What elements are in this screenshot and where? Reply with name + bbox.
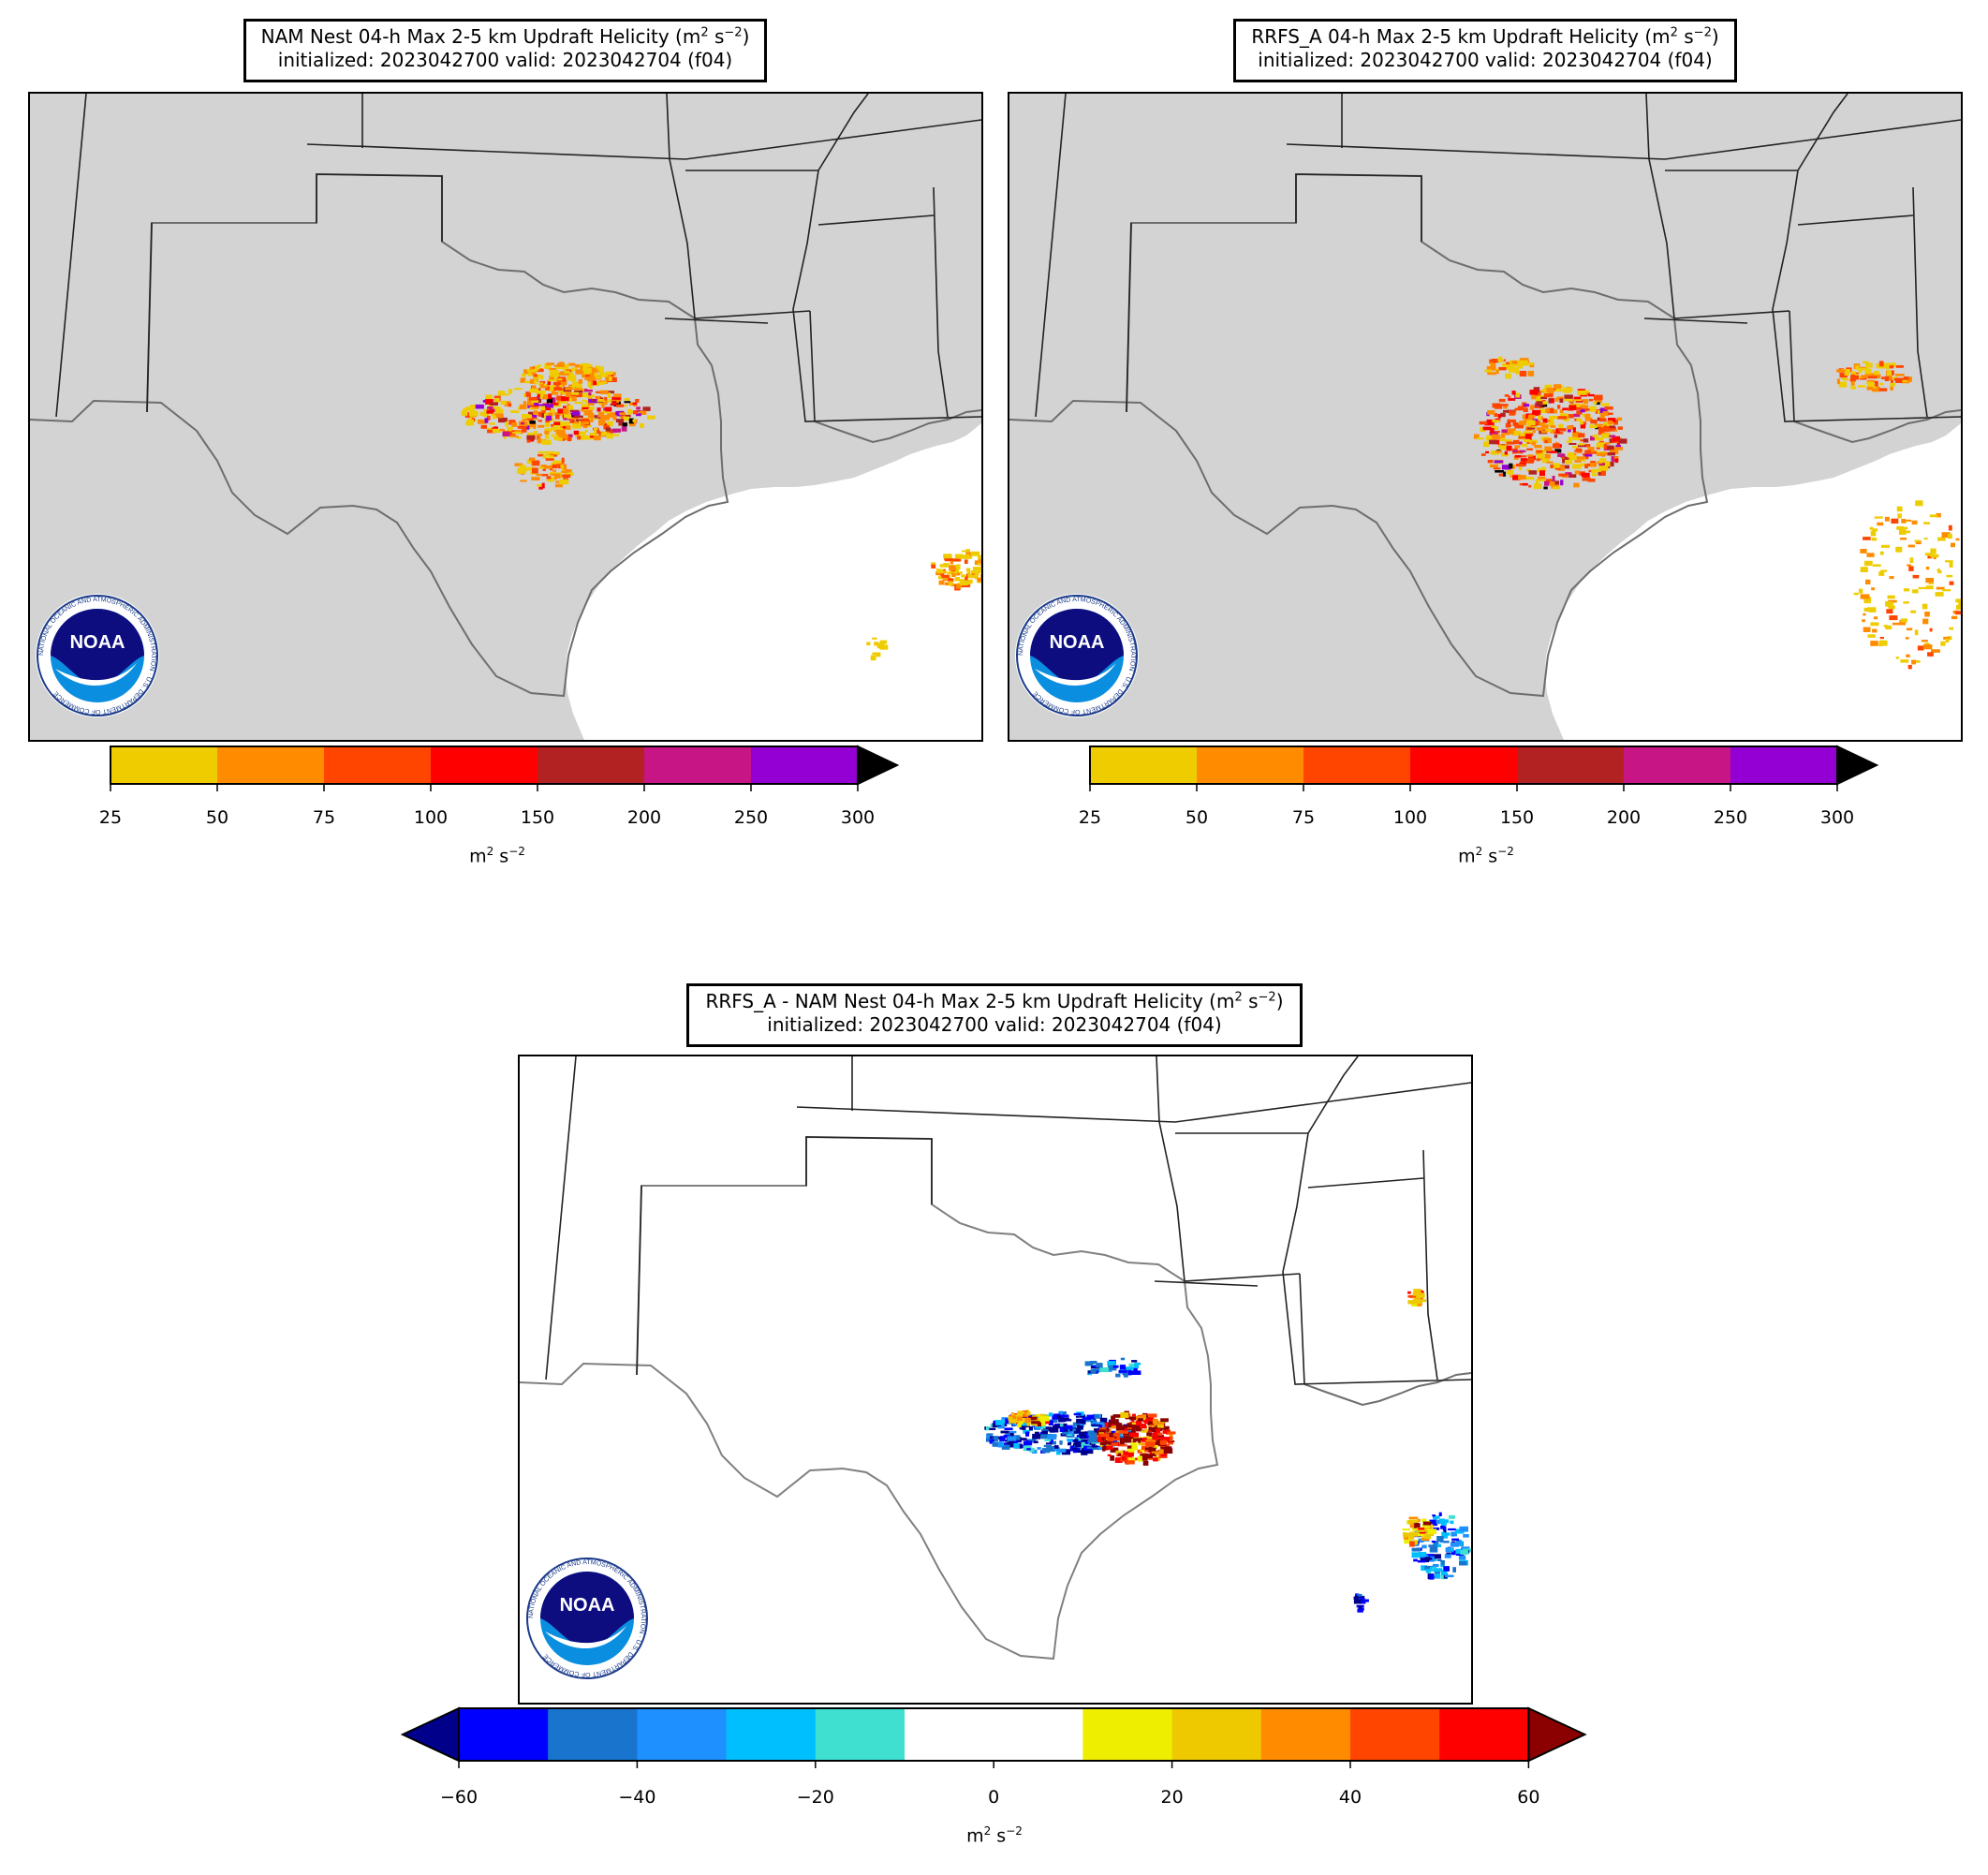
- colorbar-tick-label: 50: [205, 807, 229, 828]
- colorbar-segment: [110, 746, 217, 784]
- colorbar-tick-label: −40: [618, 1787, 656, 1808]
- diff-map: NOAA NATIONAL OCEANIC AND ATMOSPHERIC ADM…: [518, 1055, 1473, 1705]
- colorbar-tick-label: 100: [413, 807, 449, 828]
- colorbar-segment: [1090, 746, 1197, 784]
- colorbar-segment: [459, 1708, 549, 1761]
- colorbar-segment: [1624, 746, 1730, 784]
- colorbar-segment: [1517, 746, 1624, 784]
- colorbar-segment: [644, 746, 751, 784]
- diff-colorbar: [400, 1706, 1587, 1768]
- colorbar-tick-label: 300: [840, 807, 876, 828]
- nam-map: NOAA NATIONAL OCEANIC AND ATMOSPHERIC ADM…: [28, 92, 983, 742]
- colorbar-segment: [751, 746, 858, 784]
- colorbar-extend-low-arrow: [400, 1706, 460, 1763]
- colorbar-tick-label: 75: [312, 807, 336, 828]
- colorbar-segment: [537, 746, 644, 784]
- nam-colorbar: [110, 745, 900, 791]
- colorbar-segment: [1082, 1708, 1173, 1761]
- colorbar-tick-label: 40: [1338, 1787, 1362, 1808]
- colorbar-extend-arrow: [1836, 745, 1879, 786]
- colorbar-tick-label: 20: [1160, 1787, 1184, 1808]
- colorbar-tick-label: 75: [1291, 807, 1316, 828]
- diff-title: RRFS_A - NAM Nest 04-h Max 2-5 km Updraf…: [686, 983, 1303, 1047]
- diff-colorbar-unit: m2 s−2: [966, 1824, 1023, 1847]
- colorbar-tick-label: 25: [98, 807, 123, 828]
- colorbar-segment: [1350, 1708, 1440, 1761]
- svg-text:NOAA: NOAA: [70, 632, 125, 653]
- colorbar-tick-label: −20: [796, 1787, 834, 1808]
- colorbar-segment: [815, 1708, 906, 1761]
- nam-title: NAM Nest 04-h Max 2-5 km Updraft Helicit…: [243, 19, 767, 82]
- colorbar-tick-label: 60: [1517, 1787, 1540, 1808]
- colorbar-extend-high-arrow: [1527, 1706, 1587, 1763]
- rrfs-colorbar: [1089, 745, 1879, 791]
- colorbar-segment: [1197, 746, 1303, 784]
- colorbar-segment: [1439, 1708, 1529, 1761]
- svg-text:NOAA: NOAA: [1050, 632, 1105, 653]
- colorbar-tick-label: 250: [1713, 807, 1748, 828]
- colorbar-tick-label: 200: [1606, 807, 1642, 828]
- colorbar-tick-label: 300: [1819, 807, 1855, 828]
- colorbar-segment: [217, 746, 324, 784]
- colorbar-tick-label: 200: [626, 807, 662, 828]
- colorbar-tick-label: 0: [988, 1787, 1000, 1808]
- colorbar-segment: [1303, 746, 1410, 784]
- rrfs-title: RRFS_A 04-h Max 2-5 km Updraft Helicity …: [1233, 19, 1737, 82]
- colorbar-segment: [431, 746, 537, 784]
- colorbar-segment: [1730, 746, 1837, 784]
- colorbar-tick-label: 150: [520, 807, 555, 828]
- colorbar-extend-arrow: [857, 745, 900, 786]
- rrfs-map: NOAA NATIONAL OCEANIC AND ATMOSPHERIC ADM…: [1008, 92, 1963, 742]
- nam-colorbar-unit: m2 s−2: [469, 845, 525, 867]
- colorbar-tick-label: 250: [733, 807, 769, 828]
- colorbar-segment: [905, 1708, 994, 1761]
- colorbar-tick-label: −60: [439, 1787, 479, 1808]
- svg-text:NOAA: NOAA: [560, 1595, 615, 1616]
- colorbar-tick-label: 50: [1185, 807, 1209, 828]
- colorbar-segment: [994, 1708, 1083, 1761]
- colorbar-segment: [324, 746, 431, 784]
- colorbar-tick-label: 150: [1499, 807, 1535, 828]
- colorbar-segment: [1171, 1708, 1262, 1761]
- colorbar-segment: [726, 1708, 817, 1761]
- colorbar-segment: [548, 1708, 638, 1761]
- rrfs-colorbar-unit: m2 s−2: [1458, 845, 1514, 867]
- colorbar-tick-label: 25: [1078, 807, 1102, 828]
- colorbar-segment: [1410, 746, 1517, 784]
- colorbar-segment: [1260, 1708, 1351, 1761]
- colorbar-segment: [637, 1708, 728, 1761]
- colorbar-tick-label: 100: [1392, 807, 1428, 828]
